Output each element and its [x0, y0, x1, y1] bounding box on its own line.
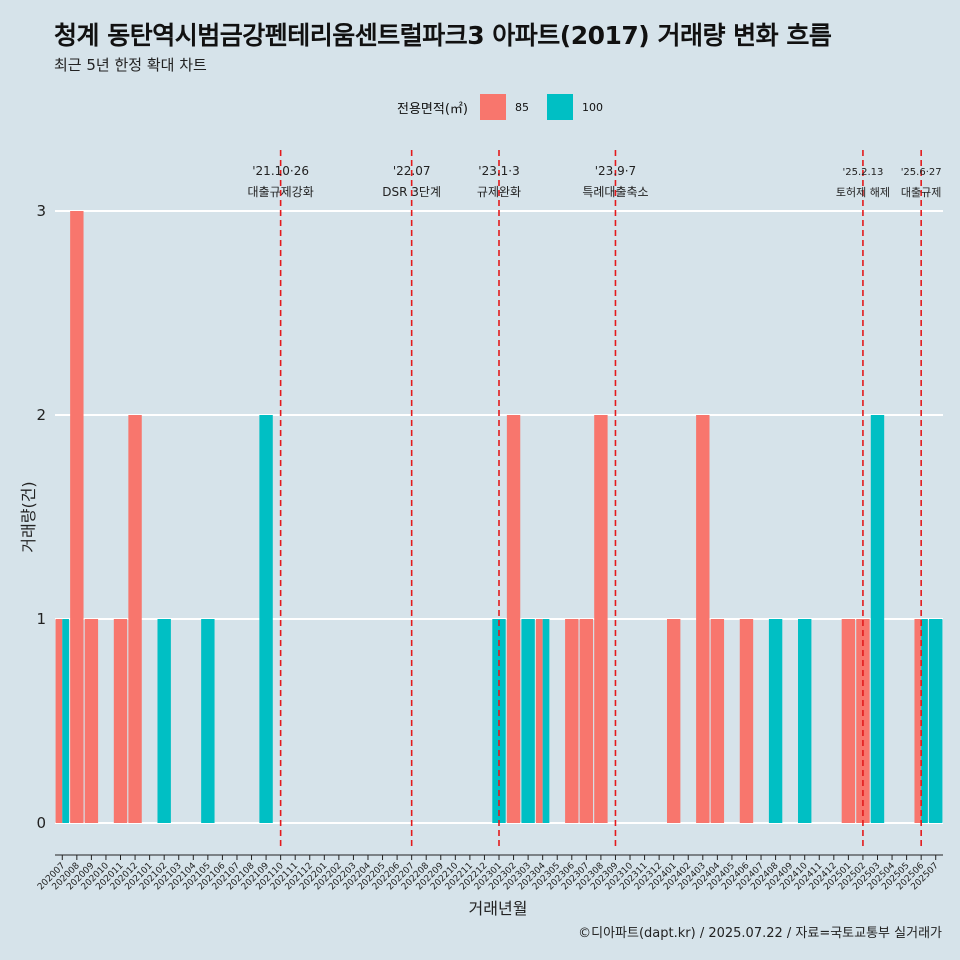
legend-key-85 — [479, 94, 506, 120]
bar — [84, 619, 99, 823]
bar — [55, 619, 63, 823]
y-tick-label: 3 — [36, 202, 46, 220]
legend-title: 전용면적(㎡) — [397, 101, 468, 117]
bar — [535, 619, 543, 823]
y-tick-label: 0 — [36, 814, 46, 832]
bar — [579, 619, 594, 823]
event-date: '23.1·3 — [478, 164, 519, 178]
bar — [594, 415, 608, 823]
legend-key-100 — [546, 94, 573, 120]
bar — [870, 415, 885, 823]
event-label: 특례대출축소 — [582, 185, 648, 199]
event-date: '23.9·7 — [595, 164, 636, 178]
x-axis-title: 거래년월 — [469, 899, 528, 918]
event-label: 규제완화 — [477, 185, 521, 199]
legend: 전용면적(㎡) 85 100 — [397, 94, 603, 120]
bar — [841, 619, 856, 823]
bar — [696, 415, 710, 823]
event-label: 대출규제 — [901, 186, 941, 199]
bar — [62, 619, 69, 823]
event-date: '25.2.13 — [842, 167, 883, 178]
page-subtitle: 최근 5년 한정 확대 차트 — [54, 56, 207, 74]
y-axis-title: 거래량(건) — [19, 481, 38, 552]
bar — [113, 619, 128, 823]
bar — [739, 619, 754, 823]
bar — [710, 619, 725, 823]
bar — [542, 619, 550, 823]
y-tick-label: 2 — [36, 406, 46, 424]
y-tick-label: 1 — [36, 610, 46, 628]
bar — [914, 619, 922, 823]
event-label: DSR 3단계 — [382, 185, 441, 199]
bar — [521, 619, 535, 823]
bar — [921, 619, 928, 823]
bar — [259, 415, 273, 823]
event-date: '21.10·26 — [252, 164, 309, 178]
caption: ©디아파트(dapt.kr) / 2025.07.22 / 자료=국토교통부 실… — [578, 926, 942, 941]
event-date: '22.07 — [393, 164, 431, 178]
bar — [666, 619, 681, 823]
bar — [929, 619, 943, 823]
event-label: 토허제 해제 — [836, 185, 890, 199]
bar — [768, 619, 783, 823]
event-date: '25.6·27 — [901, 167, 942, 178]
bar — [506, 415, 521, 823]
bar — [128, 415, 142, 823]
bar — [157, 619, 171, 823]
page-title: 청계 동탄역시범금강펜테리움센트럴파크3 아파트(2017) 거래량 변화 흐름 — [54, 21, 832, 50]
bar — [798, 619, 812, 823]
legend-label-85: 85 — [514, 100, 529, 114]
bar — [70, 211, 84, 823]
event-label: 대출규제강화 — [248, 185, 314, 199]
bar — [201, 619, 215, 823]
bar — [565, 619, 579, 823]
legend-label-100: 100 — [581, 100, 603, 114]
